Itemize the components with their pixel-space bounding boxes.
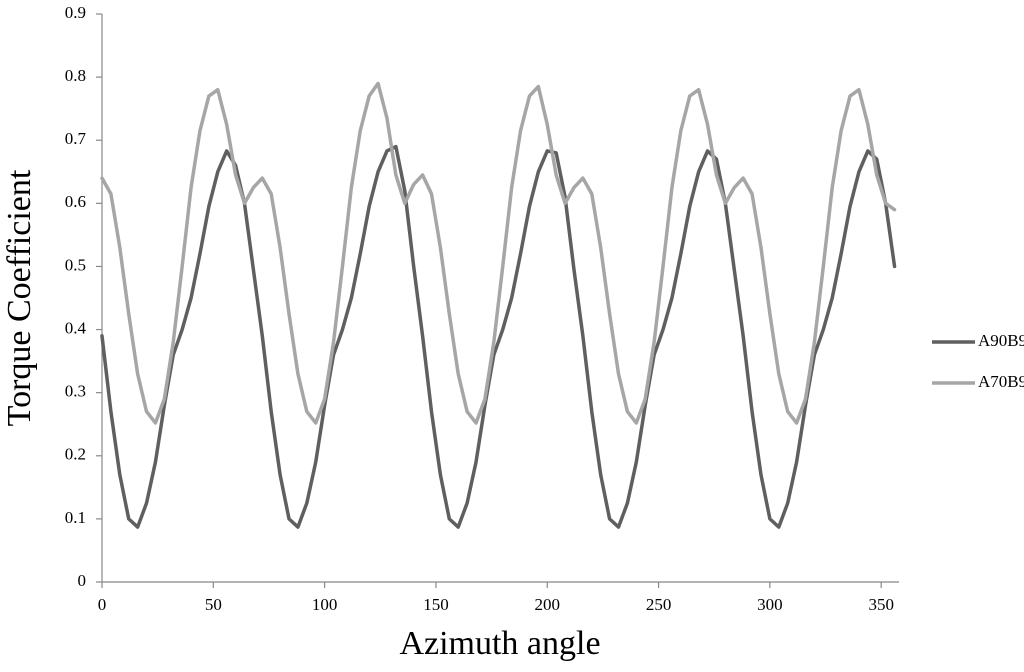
y-tick-label: 0.9 xyxy=(65,3,86,22)
x-tick-label: 200 xyxy=(535,595,561,614)
x-tick-label: 0 xyxy=(98,595,107,614)
y-tick-label: 0 xyxy=(78,571,87,590)
x-tick-label: 50 xyxy=(205,595,222,614)
y-tick-label: 0.6 xyxy=(65,192,86,211)
x-tick-label: 250 xyxy=(646,595,672,614)
y-tick-label: 0.3 xyxy=(65,382,86,401)
y-tick-label: 0.1 xyxy=(65,508,86,527)
y-tick-label: 0.7 xyxy=(65,129,87,148)
legend-label: A70B90 xyxy=(978,372,1024,391)
x-axis-title: Azimuth angle xyxy=(399,625,600,662)
data-line xyxy=(100,144,897,529)
y-tick-label: 0.2 xyxy=(65,445,86,464)
x-tick-label: 300 xyxy=(757,595,783,614)
x-tick-label: 150 xyxy=(423,595,449,614)
data-line xyxy=(100,81,897,425)
y-axis-title: Torque Coefficient xyxy=(1,169,38,426)
legend-label: A90B90 xyxy=(978,331,1024,350)
y-tick-label: 0.4 xyxy=(65,318,87,337)
y-tick-label: 0.5 xyxy=(65,255,86,274)
y-tick-label: 0.8 xyxy=(65,66,86,85)
x-tick-label: 100 xyxy=(312,595,338,614)
x-tick-label: 350 xyxy=(868,595,894,614)
